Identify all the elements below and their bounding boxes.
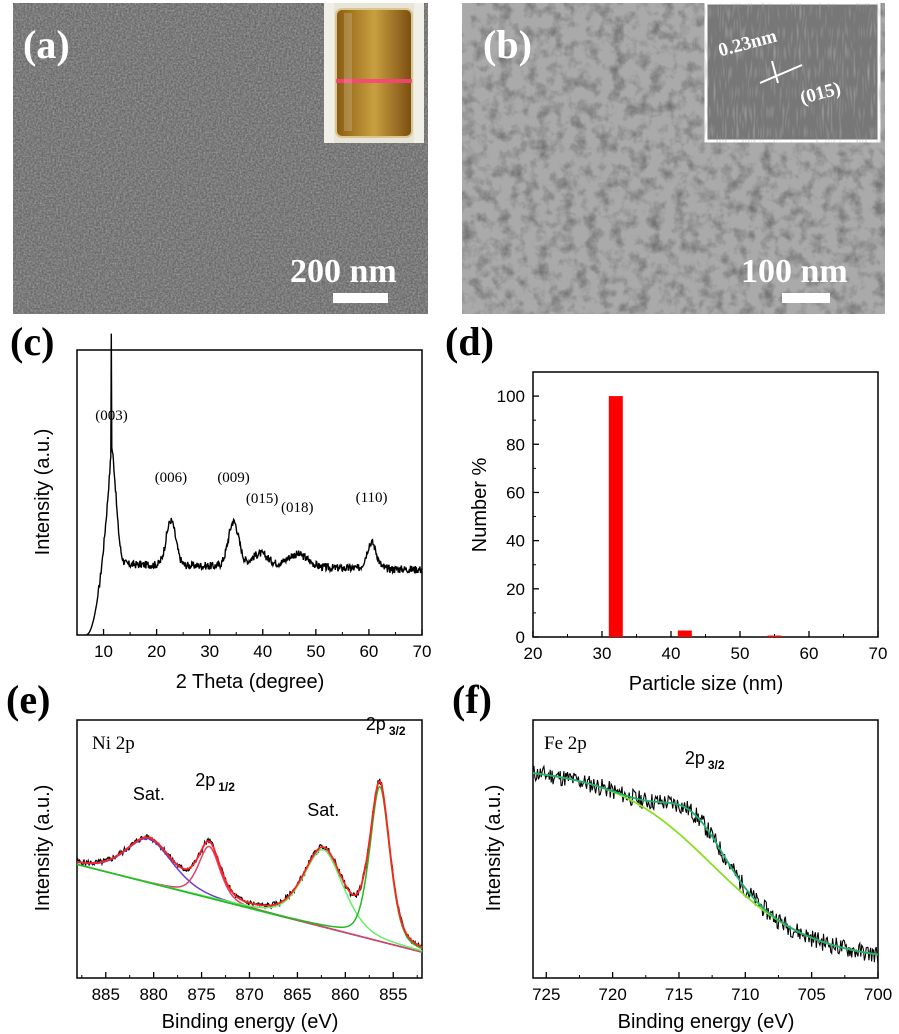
x-tick-label: 700 (864, 985, 892, 1004)
envelope-fit-line (76, 780, 423, 948)
x-tick-label: 710 (731, 985, 759, 1004)
x-tick-label: 705 (797, 985, 825, 1004)
scale-bar-label-b: 100 nm (741, 253, 848, 290)
peak-annotation: 2p (195, 770, 215, 790)
x-axis-title: Binding energy (eV) (162, 1011, 339, 1033)
y-axis-title: Number % (469, 458, 491, 553)
peak-label: (015) (246, 491, 279, 507)
x-tick-label: 30 (200, 642, 219, 661)
panel-label-d: (d) (445, 319, 494, 364)
panel-label-c: (c) (10, 319, 55, 364)
bar (677, 630, 692, 637)
peak-annotation-subscript: 3/2 (708, 758, 725, 772)
x-tick-label: 880 (139, 985, 167, 1004)
scale-bar-label-a: 200 nm (290, 253, 397, 290)
tem-texture (462, 3, 885, 314)
ni2p-xps-chart: 885 880 875 870 865 860 855 Ni 2p Sat.2p 1/2Sat… (32, 714, 423, 1033)
panel-label-f: (f) (452, 677, 492, 722)
panel-label-b: (b) (483, 22, 532, 67)
plot-frame (532, 719, 879, 979)
y-tick-label: 0 (516, 628, 525, 647)
y-tick-label: 100 (497, 387, 525, 406)
background-line (532, 772, 879, 956)
vial-inset (324, 3, 424, 143)
peak-annotation-subscript: 1/2 (218, 780, 235, 794)
x-tick-label: 40 (662, 644, 681, 663)
xrd-chart: 10 20 30 40 50 60 70 (003) (006) (009) (015)(018)… (32, 333, 432, 693)
panel-label-a: (a) (23, 22, 70, 67)
peak-annotation: Sat. (133, 784, 165, 804)
peak-label: (009) (217, 470, 250, 486)
component-peak-line (76, 785, 423, 950)
x-tick-label: 50 (731, 644, 750, 663)
fit-line (532, 772, 879, 956)
peak-label: (110) (356, 490, 388, 506)
x-tick-label: 70 (869, 644, 888, 663)
chart-title-ni2p: Ni 2p (92, 733, 135, 754)
plot-frame (76, 349, 423, 636)
x-tick-label: 40 (253, 642, 272, 661)
x-axis-title: Particle size (nm) (629, 673, 783, 695)
peak-label: (018) (281, 500, 314, 516)
hrtem-inset (704, 3, 881, 143)
y-tick-label: 60 (506, 483, 525, 502)
x-tick-label: 20 (524, 644, 543, 663)
x-tick-label: 720 (598, 985, 626, 1004)
component-peak-line (76, 845, 423, 953)
peak-label: (006) (155, 470, 188, 486)
y-tick-label: 40 (506, 532, 525, 551)
chart-title-fe2p: Fe 2p (544, 733, 587, 754)
bar (767, 635, 782, 637)
x-axis-title: Binding energy (eV) (618, 1011, 795, 1033)
x-tick-label: 875 (187, 985, 215, 1004)
x-tick-label: 855 (379, 985, 407, 1004)
panel-label-e: (e) (6, 677, 51, 722)
scale-bar-b (782, 293, 830, 303)
x-tick-label: 860 (331, 985, 359, 1004)
x-tick-label: 725 (532, 985, 560, 1004)
y-axis-title: Intensity (a.u.) (483, 785, 505, 912)
x-tick-label: 20 (147, 642, 166, 661)
x-tick-label: 30 (593, 644, 612, 663)
peak-label: (003) (95, 408, 128, 424)
x-tick-label: 70 (413, 642, 432, 661)
y-tick-label: 80 (506, 435, 525, 454)
peak-annotation: 2p (366, 714, 386, 734)
y-axis-title: Intensity (a.u.) (32, 429, 54, 556)
xrd-pattern-line (86, 333, 423, 636)
sem-image-a: (a) 200 nm (13, 3, 428, 314)
peak-annotation-subscript: 3/2 (389, 724, 406, 738)
x-axis-title: 2 Theta (degree) (176, 671, 325, 693)
x-tick-label: 865 (283, 985, 311, 1004)
peak-annotation: Sat. (307, 800, 339, 820)
y-axis-title: Intensity (a.u.) (32, 785, 54, 912)
x-tick-label: 50 (306, 642, 325, 661)
x-tick-label: 885 (92, 985, 120, 1004)
scale-bar-a (333, 293, 388, 303)
plot-frame (532, 371, 879, 638)
component-peak-line (76, 848, 423, 952)
x-tick-label: 870 (235, 985, 263, 1004)
peak-annotation: 2p (685, 748, 705, 768)
component-peak-line (76, 837, 423, 953)
x-tick-label: 10 (94, 642, 113, 661)
x-tick-label: 715 (665, 985, 693, 1004)
tem-image-b: 0.23nm (015) (b) 100 nm (462, 3, 885, 314)
raw-spectrum-line (532, 764, 879, 964)
x-tick-label: 60 (359, 642, 378, 661)
raw-spectrum-line (76, 778, 423, 949)
x-tick-label: 60 (800, 644, 819, 663)
bar (608, 396, 623, 637)
fe2p-xps-chart: 725 720 715 710 705 700 Fe 2p 2p 3/2 Binding e… (483, 719, 892, 1033)
y-tick-label: 20 (506, 580, 525, 599)
